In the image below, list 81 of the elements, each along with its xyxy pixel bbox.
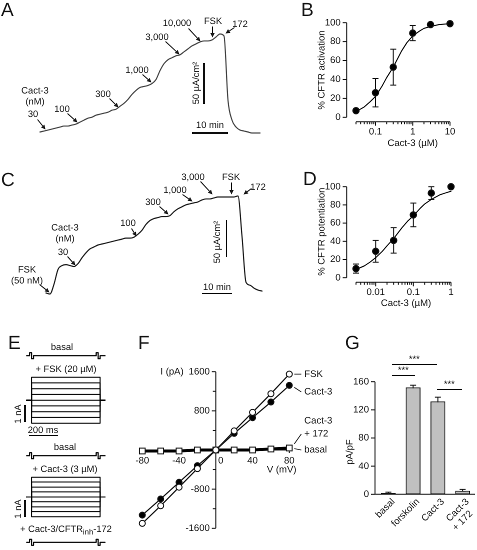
annotation: 30 (28, 108, 38, 120)
y-tick-label: -800 (190, 484, 210, 495)
x-tick-label: -80 (135, 456, 150, 467)
y-tick-label: 120 (353, 404, 369, 416)
annotation: 300 (145, 196, 161, 208)
x-tick-label: 1 (448, 287, 454, 298)
y-tick-label: 800 (194, 405, 210, 416)
y-tick-label: 80 (330, 200, 341, 211)
annotation: 10 min (203, 281, 231, 292)
text: + Cact-3 (3 µM) (32, 463, 98, 474)
annotation: *** (444, 378, 455, 390)
annotation: 1 nA (12, 498, 24, 518)
y-tick-label: 100 (324, 181, 341, 192)
y-axis-title: pA/pF (344, 439, 356, 465)
text: basal (50, 342, 74, 352)
chart-title: F (138, 333, 150, 354)
annotation: 50 µA/cm² (190, 62, 202, 104)
chart-title: C (1, 170, 15, 191)
y-tick-label: 0 (335, 112, 341, 123)
y-tick-label: 60 (330, 218, 341, 229)
annotation: 100 (120, 218, 136, 228)
annotation: 30 (58, 246, 68, 258)
y-tick-label: 60 (330, 55, 341, 66)
y-axis-title: % CFTR potentiation (316, 188, 328, 276)
y-tick-label: 40 (330, 236, 341, 247)
text: 172 (232, 18, 248, 30)
annotation: Cact-3 (nM) (51, 222, 79, 244)
text: *** (408, 354, 420, 364)
text: 1,000 (163, 184, 187, 196)
x-tick-label: 0.1 (406, 287, 420, 298)
text: 172 (250, 182, 266, 192)
y-tick-label: 100 (324, 17, 341, 28)
y-tick-label: 20 (330, 93, 341, 104)
text: FSK (204, 16, 222, 26)
x-axis-title: V (mV) (266, 464, 296, 476)
y-tick-label: 80 (358, 432, 369, 444)
chart-title: A (1, 0, 14, 21)
x-tick-label: 0 (218, 456, 224, 467)
legend-label: Cact-3 (304, 386, 332, 398)
y-tick-label: 160 (353, 376, 369, 388)
x-axis-title: Cact-3 (µM) (388, 138, 438, 150)
annotation: 50 µA/cm² (211, 220, 222, 264)
text: *** (398, 364, 409, 376)
chart-title: G (345, 333, 360, 354)
text: FSK (222, 172, 240, 182)
y-tick-label: 0 (335, 272, 341, 284)
x-tick-label: 0.01 (366, 287, 385, 298)
text: FSK (50 nM) (10, 264, 44, 286)
y-tick-label: 80 (330, 36, 341, 48)
x-tick-label: 10 (444, 126, 456, 138)
y-axis-title: I (pA) (160, 366, 184, 378)
x-axis-title: Cact-3 (µM) (380, 298, 432, 310)
chart-title: E (8, 333, 21, 354)
annotation: 1,000 (125, 64, 149, 76)
annotation: 3,000 (145, 32, 169, 42)
annotation: 10 min (196, 120, 224, 130)
annotation: 1 nA (12, 404, 24, 424)
x-tick-label: 0.1 (368, 126, 382, 138)
text: 200 ms (28, 424, 58, 436)
annotation: 300 (95, 88, 111, 100)
y-tick-label: -1600 (185, 522, 210, 534)
legend-label: basal (304, 444, 328, 456)
annotation: 100 (54, 104, 70, 114)
legend-label: FSK (304, 368, 324, 380)
y-axis-title: % CFTR activation (316, 30, 328, 110)
y-tick-label: 0 (364, 488, 369, 500)
y-tick-label: 1600 (188, 366, 210, 378)
text: + Cact-3/CFTR$_{inh}$-172 (20, 523, 112, 538)
x-tick-label: 1 (410, 126, 416, 138)
chart-title: D (303, 169, 317, 190)
text: 3,000 (181, 172, 205, 182)
text: + FSK (20 µM) (36, 364, 96, 374)
text: basal (54, 441, 76, 452)
annotation: Cact-3 (nM) (21, 86, 49, 106)
x-tick-label: 40 (247, 456, 258, 467)
x-tick-label: -40 (172, 456, 186, 467)
text: 10,000 (162, 18, 192, 28)
x-tick-label: 80 (284, 456, 295, 467)
y-tick-label: 40 (330, 74, 341, 86)
chart-title: B (301, 0, 314, 21)
y-tick-label: 20 (330, 254, 341, 266)
